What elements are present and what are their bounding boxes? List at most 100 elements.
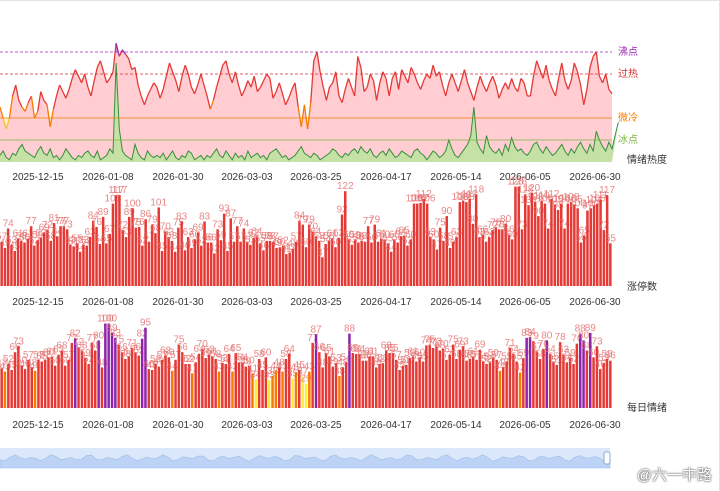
bar: [183, 250, 187, 286]
heat-line-segment: [285, 97, 290, 106]
bar: [474, 194, 478, 286]
bar: [360, 240, 363, 286]
x-tick-label: 2026-03-03: [221, 172, 273, 183]
heat-line-segment: [231, 71, 237, 83]
x-tick-label: 2025-12-15: [12, 172, 64, 183]
bar-value-label: 89: [124, 207, 136, 218]
navigator-slider[interactable]: [0, 448, 611, 469]
bar-value-label: 59: [215, 230, 227, 241]
bar-value-label: 54: [484, 352, 496, 363]
x-tick-label: 2026-05-14: [430, 420, 482, 431]
bar-value-label: 84: [294, 211, 306, 222]
bar-value-label: 64: [52, 226, 64, 237]
heat-line-segment: [5, 117, 11, 130]
heat-line-segment: [583, 89, 588, 105]
heat-line-segment: [510, 78, 516, 88]
x-tick-label: 2026-05-14: [430, 297, 482, 308]
bar: [42, 232, 46, 286]
bar-value-label: 56: [575, 233, 587, 244]
x-tick-label: 2026-04-17: [360, 297, 412, 308]
bar: [298, 370, 301, 408]
bar-value-label: 75: [130, 218, 142, 229]
bar: [543, 203, 547, 286]
bar: [105, 243, 108, 286]
bar-value-label: 59: [32, 230, 44, 241]
bar-value-label: 69: [454, 340, 466, 351]
bar: [213, 253, 216, 286]
heat-line-segment: [438, 71, 444, 86]
bar-value-label: 77: [86, 333, 98, 344]
bar-value-label: 63: [53, 345, 65, 356]
bar-value-label: 79: [304, 215, 316, 226]
heat-line-segment: [548, 80, 554, 90]
bar-value-label: 49: [444, 238, 456, 249]
heat-line-segment: [106, 78, 111, 84]
bar: [242, 228, 246, 286]
bar: [488, 237, 491, 286]
bar: [265, 240, 268, 286]
bar: [366, 226, 370, 286]
heat-line-segment: [313, 51, 318, 62]
bar-value-label: 106: [105, 194, 122, 205]
bar-value-label: 44: [75, 242, 87, 253]
bar: [52, 223, 56, 286]
bar-value-label: 108: [527, 192, 544, 203]
heat-line-segment: [576, 71, 582, 86]
bar: [347, 239, 350, 286]
bar: [23, 369, 27, 408]
heat-line-segment: [215, 76, 221, 88]
bar: [229, 218, 232, 286]
bar: [294, 372, 298, 408]
heat-line-segment: [237, 84, 243, 97]
bar-value-label: 57: [372, 232, 384, 243]
panel-label-limitup: 涨停数: [627, 280, 657, 293]
heat-line-segment: [18, 100, 23, 108]
bar: [181, 352, 184, 408]
bar: [484, 241, 488, 286]
heat-area: [0, 43, 612, 163]
bar-value-label: 58: [210, 349, 222, 360]
bar: [13, 251, 16, 286]
bar: [393, 239, 396, 286]
heat-line-segment: [200, 73, 205, 86]
bar: [291, 248, 295, 286]
bar-value-label: 49: [0, 238, 11, 249]
bar: [56, 236, 59, 286]
bar: [75, 243, 79, 286]
bar-value-label: 65: [321, 343, 333, 354]
bar: [245, 241, 249, 286]
bar: [160, 359, 164, 408]
bar: [398, 370, 401, 408]
bar-value-label: 46: [143, 359, 155, 370]
bar-value-label: 63: [183, 227, 195, 238]
heat-line-segment: [68, 78, 73, 90]
bar-value-label: 59: [518, 348, 530, 359]
bar-value-label: 64: [508, 344, 520, 355]
bar-value-label: 49: [240, 357, 252, 368]
bar: [258, 243, 262, 286]
bar-value-label: 56: [366, 233, 378, 244]
bar-value-label: 41: [247, 363, 259, 374]
bar-value-label: 77: [26, 216, 38, 227]
bar: [285, 254, 288, 286]
heat-line-segment: [15, 84, 20, 101]
ref-label: 过热: [618, 67, 638, 80]
heat-line-segment: [407, 67, 412, 83]
heat-line-segment: [90, 80, 95, 97]
bar-value-label: 58: [264, 231, 276, 242]
heat-line-segment: [413, 73, 419, 84]
heat-line-segment: [59, 84, 64, 92]
heat-line-segment: [109, 71, 114, 79]
bar-value-label: 80: [541, 330, 553, 341]
bar-value-label: 59: [350, 230, 362, 241]
heat-line-segment: [360, 67, 365, 92]
bar: [120, 352, 124, 408]
bar-value-label: 101: [150, 198, 167, 209]
heat-line-segment: [545, 65, 550, 81]
bar: [395, 359, 398, 408]
bar-value-label: 73: [13, 336, 25, 347]
bar: [337, 237, 340, 286]
bar: [53, 365, 57, 408]
bar: [538, 359, 542, 408]
bar: [442, 240, 445, 286]
